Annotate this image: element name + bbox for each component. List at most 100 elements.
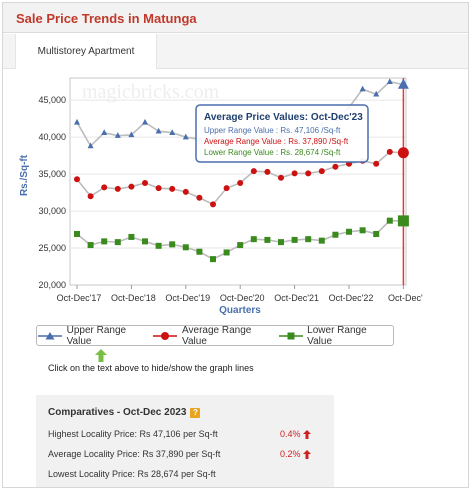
y-tick-label: 30,000 bbox=[38, 206, 66, 216]
x-axis-title: Quarters bbox=[219, 305, 261, 316]
point-average bbox=[155, 185, 162, 192]
highest-price-change: 0.4% bbox=[280, 429, 311, 439]
trend-up-icon bbox=[302, 449, 311, 459]
point-average bbox=[114, 185, 121, 192]
point-lower bbox=[250, 236, 257, 243]
point-lower bbox=[223, 249, 230, 256]
point-upper bbox=[169, 129, 176, 135]
comparatives-title-text: Comparatives - Oct-Dec 2023 bbox=[48, 407, 187, 418]
comparatives-title: Comparatives - Oct-Dec 2023 ? bbox=[48, 407, 201, 418]
average-price-label: Average Locality Price: Rs 37,890 per Sq… bbox=[48, 449, 221, 459]
highest-change-value: 0.4% bbox=[280, 429, 301, 439]
point-average bbox=[332, 163, 339, 170]
point-upper bbox=[373, 90, 380, 97]
point-average bbox=[169, 185, 176, 192]
x-tick-label: Oct-Dec'21 bbox=[274, 293, 319, 303]
point-lower bbox=[318, 237, 325, 244]
x-tick-label: Oct-Dec'18 bbox=[111, 293, 156, 303]
point-upper bbox=[182, 133, 189, 140]
circle-marker-icon bbox=[153, 331, 178, 340]
point-average bbox=[237, 179, 244, 186]
point-average bbox=[278, 174, 284, 181]
y-tick-label: 20,000 bbox=[38, 280, 66, 290]
y-axis-title: Rs./Sq-ft bbox=[19, 154, 30, 196]
point-average bbox=[74, 176, 80, 183]
point-average bbox=[128, 183, 135, 190]
point-average bbox=[291, 170, 298, 177]
y-tick-label: 25,000 bbox=[38, 243, 66, 253]
widget-title: Sale Price Trends in Matunga bbox=[16, 11, 197, 26]
x-tick-label: Oct-Dec'22 bbox=[329, 293, 374, 303]
point-lower bbox=[114, 239, 121, 246]
point-upper bbox=[74, 118, 80, 125]
point-upper bbox=[397, 78, 409, 89]
point-average bbox=[250, 168, 257, 175]
point-lower bbox=[373, 230, 380, 237]
property-type-tabs: Multistorey Apartment bbox=[3, 34, 468, 69]
point-lower bbox=[346, 228, 352, 235]
price-trend-chart: magicbricks.com 20,000 25,000 30,000 35,000 4… bbox=[19, 77, 423, 316]
comparatives-panel: Comparatives - Oct-Dec 2023 ? Highest Lo… bbox=[36, 395, 334, 487]
legend-label-upper: Upper Range Value bbox=[66, 324, 127, 347]
point-average bbox=[101, 184, 108, 191]
legend-item-average[interactable]: Average Range Value bbox=[152, 325, 277, 347]
point-average bbox=[87, 193, 94, 200]
point-average bbox=[318, 168, 325, 175]
point-lower bbox=[397, 215, 409, 227]
point-lower bbox=[101, 238, 108, 245]
point-upper bbox=[386, 78, 393, 84]
tooltip-title: Average Price Values: Oct-Dec'23 bbox=[204, 112, 363, 123]
y-tick-label: 35,000 bbox=[38, 169, 66, 179]
legend-label-lower: Lower Range Value bbox=[307, 324, 367, 347]
tooltip-average: Average Range Value : Rs. 37,890 /Sq-ft bbox=[204, 137, 349, 146]
point-lower bbox=[74, 230, 80, 237]
average-price-change: 0.2% bbox=[280, 449, 311, 459]
chart-legend: Upper Range Value Average Range Value Lo… bbox=[36, 325, 394, 347]
point-lower bbox=[169, 241, 176, 248]
point-lower bbox=[291, 236, 298, 243]
x-tick-label: Oct-Dec'17 bbox=[57, 293, 102, 303]
point-lower bbox=[264, 236, 271, 243]
lowest-price-label: Lowest Locality Price: Rs 28,674 per Sq-… bbox=[48, 469, 216, 479]
help-icon[interactable]: ? bbox=[190, 407, 201, 418]
point-average bbox=[223, 185, 230, 192]
y-tick-label: 40,000 bbox=[38, 132, 66, 142]
tooltip-lower: Lower Range Value : Rs. 28,674 /Sq-ft bbox=[204, 148, 341, 157]
highest-price-label: Highest Locality Price: Rs 47,106 per Sq… bbox=[48, 429, 218, 439]
point-lower bbox=[237, 242, 244, 249]
point-average bbox=[264, 168, 271, 175]
point-upper bbox=[114, 132, 121, 138]
point-lower bbox=[210, 256, 216, 263]
point-lower bbox=[305, 236, 312, 243]
triangle-marker-icon bbox=[38, 331, 62, 339]
widget-header: Sale Price Trends in Matunga bbox=[3, 3, 468, 33]
point-average bbox=[142, 179, 148, 186]
square-marker-icon bbox=[278, 332, 303, 339]
point-lower bbox=[128, 233, 135, 240]
point-average bbox=[386, 148, 393, 155]
tab-multistorey-apartment[interactable]: Multistorey Apartment bbox=[15, 34, 157, 69]
trend-up-icon bbox=[302, 429, 311, 439]
point-lower bbox=[142, 238, 148, 245]
tooltip-box bbox=[195, 104, 369, 163]
point-lower bbox=[155, 242, 162, 249]
x-tick-label: Oct-Dec' bbox=[388, 293, 423, 303]
point-lower bbox=[359, 227, 366, 234]
point-upper bbox=[87, 142, 94, 149]
average-change-value: 0.2% bbox=[280, 449, 301, 459]
point-upper bbox=[142, 118, 148, 125]
point-lower bbox=[332, 231, 339, 238]
x-tick-label: Oct-Dec'20 bbox=[220, 293, 265, 303]
x-tick-label: Oct-Dec'19 bbox=[165, 293, 210, 303]
watermark-text: magicbricks.com bbox=[82, 81, 220, 103]
point-average bbox=[210, 201, 216, 208]
point-average bbox=[373, 160, 380, 167]
point-average bbox=[305, 170, 312, 177]
tooltip-upper: Upper Range Value : Rs. 47,106 /Sq-ft bbox=[204, 126, 341, 135]
legend-item-upper[interactable]: Upper Range Value bbox=[37, 325, 152, 347]
legend-item-lower[interactable]: Lower Range Value bbox=[278, 325, 393, 347]
legend-label-average: Average Range Value bbox=[182, 324, 252, 347]
legend-hint: Click on the text above to hide/show the… bbox=[48, 363, 254, 373]
y-tick-label: 45,000 bbox=[38, 95, 66, 105]
point-lower bbox=[278, 239, 284, 246]
